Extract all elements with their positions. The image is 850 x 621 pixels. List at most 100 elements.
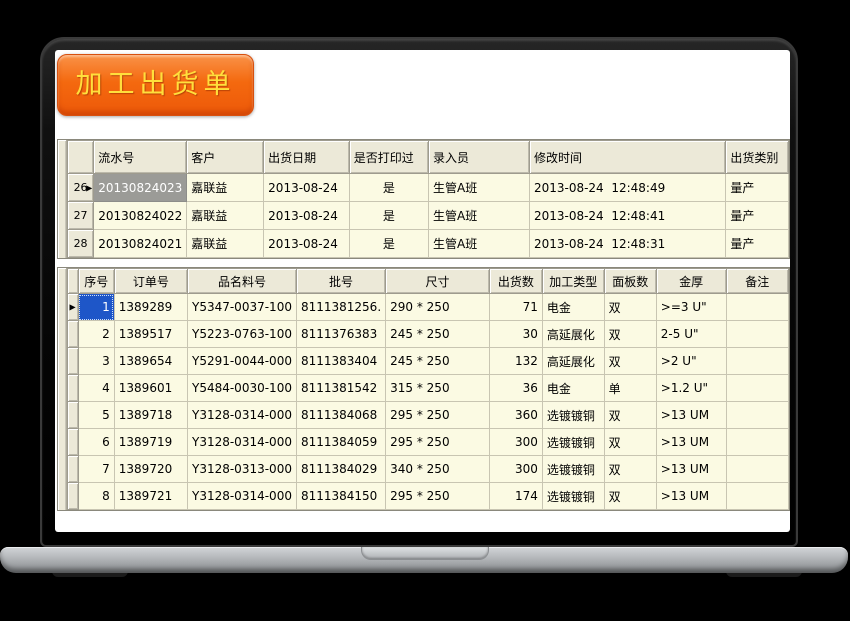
table-cell[interactable]: 8111381542 xyxy=(295,374,387,402)
table-cell[interactable]: 电金 xyxy=(541,293,605,321)
table-cell[interactable]: Y3128-0314-000 xyxy=(186,401,297,429)
table-cell[interactable]: Y3128-0314-000 xyxy=(186,482,297,510)
table-cell[interactable]: 8111384059 xyxy=(295,428,387,456)
table-cell[interactable]: Y3128-0314-000 xyxy=(186,428,297,456)
table-cell[interactable]: 315 * 250 xyxy=(385,374,490,402)
table-cell[interactable] xyxy=(725,401,790,429)
table-cell[interactable]: 嘉联益 xyxy=(186,173,265,202)
table-cell[interactable] xyxy=(725,347,790,375)
table-cell[interactable]: 8111383404 xyxy=(295,347,387,375)
table-cell[interactable]: 5 xyxy=(77,401,115,429)
row-header[interactable] xyxy=(66,428,79,456)
table-cell[interactable]: 高延展化 xyxy=(541,347,605,375)
table-cell[interactable]: 6 xyxy=(77,428,115,456)
table-cell[interactable]: 8111384029 xyxy=(295,455,387,483)
table-cell[interactable]: 4 xyxy=(77,374,115,402)
table-cell[interactable]: Y5291-0044-000 xyxy=(186,347,297,375)
table-cell[interactable]: 选镀镀铜 xyxy=(541,401,605,429)
table-cell[interactable]: 245 * 250 xyxy=(385,347,490,375)
table-cell[interactable]: 8111381256. xyxy=(295,293,387,321)
table-cell[interactable]: 双 xyxy=(603,482,657,510)
table-cell[interactable]: 高延展化 xyxy=(541,320,605,348)
table-cell[interactable]: 2 xyxy=(77,320,115,348)
table-cell[interactable]: >2 U" xyxy=(655,347,727,375)
table-cell[interactable]: 选镀镀铜 xyxy=(541,455,605,483)
table-cell[interactable]: 290 * 250 xyxy=(385,293,490,321)
table-cell[interactable]: 是 xyxy=(348,229,430,258)
table-cell[interactable]: 7 xyxy=(77,455,115,483)
table-cell[interactable]: 8111384068 xyxy=(295,401,387,429)
table-cell[interactable]: 嘉联益 xyxy=(186,229,265,258)
table-cell[interactable]: 2013-08-24 xyxy=(263,201,350,230)
table-cell[interactable]: Y5347-0037-100 xyxy=(186,293,297,321)
table-cell[interactable]: 295 * 250 xyxy=(385,428,490,456)
table-cell[interactable]: Y5223-0763-100 xyxy=(186,320,297,348)
table-cell[interactable]: Y3128-0313-000 xyxy=(186,455,297,483)
table-cell[interactable] xyxy=(725,428,790,456)
table-cell[interactable] xyxy=(725,320,790,348)
table-cell[interactable]: 1389601 xyxy=(113,374,188,402)
table-cell[interactable]: 双 xyxy=(603,320,657,348)
table-cell[interactable]: 132 xyxy=(488,347,543,375)
table-cell[interactable]: 1389289 xyxy=(113,293,188,321)
table-cell[interactable]: 8 xyxy=(77,482,115,510)
table-cell[interactable]: 单 xyxy=(603,374,657,402)
table-cell[interactable]: 生管A班 xyxy=(428,229,530,258)
table-cell[interactable]: 选镀镀铜 xyxy=(541,428,605,456)
table-cell[interactable]: >13 UM xyxy=(655,401,727,429)
table-cell[interactable]: 双 xyxy=(603,455,657,483)
row-header[interactable]: 27 xyxy=(66,201,95,230)
table-cell[interactable]: 量产 xyxy=(725,229,789,258)
table-cell[interactable]: 20130824022 xyxy=(93,201,188,230)
table-cell[interactable]: 300 xyxy=(488,428,543,456)
table-cell[interactable]: 30 xyxy=(488,320,543,348)
row-header[interactable] xyxy=(66,374,79,402)
table-cell[interactable]: 量产 xyxy=(725,173,789,202)
table-cell[interactable]: 8111376383 xyxy=(295,320,387,348)
row-header[interactable]: ▶ xyxy=(66,293,79,321)
table-cell[interactable]: >1.2 U" xyxy=(655,374,727,402)
table-cell[interactable]: 双 xyxy=(603,347,657,375)
table-cell[interactable]: 1389517 xyxy=(113,320,188,348)
row-header[interactable] xyxy=(66,401,79,429)
row-header[interactable]: 28 xyxy=(66,229,95,258)
table-cell[interactable]: 生管A班 xyxy=(428,201,530,230)
table-cell[interactable]: 295 * 250 xyxy=(385,401,490,429)
row-header[interactable]: 26 ▶ xyxy=(66,173,95,202)
table-cell[interactable] xyxy=(725,374,790,402)
table-cell[interactable]: 选镀镀铜 xyxy=(541,482,605,510)
table-cell[interactable]: 2013-08-24 12:48:41 xyxy=(528,201,727,230)
table-cell[interactable]: 3 xyxy=(77,347,115,375)
table-cell[interactable]: 360 xyxy=(488,401,543,429)
table-cell[interactable]: 8111384150 xyxy=(295,482,387,510)
table-cell[interactable]: >=3 U" xyxy=(655,293,727,321)
table-cell[interactable]: 245 * 250 xyxy=(385,320,490,348)
table-cell[interactable]: 是 xyxy=(348,173,430,202)
table-cell[interactable]: >13 UM xyxy=(655,482,727,510)
processing-shipment-order-button[interactable]: 加工出货单 xyxy=(57,54,254,116)
table-cell[interactable]: Y5484-0030-100 xyxy=(186,374,297,402)
table-cell[interactable]: 20130824021 xyxy=(93,229,188,258)
table-cell[interactable]: 2013-08-24 12:48:31 xyxy=(528,229,727,258)
table-cell[interactable]: 1389721 xyxy=(113,482,188,510)
table-cell[interactable]: 340 * 250 xyxy=(385,455,490,483)
row-header[interactable] xyxy=(66,347,79,375)
table-cell[interactable]: 1389720 xyxy=(113,455,188,483)
row-header[interactable] xyxy=(66,455,79,483)
table-cell[interactable]: 295 * 250 xyxy=(385,482,490,510)
table-cell[interactable]: 嘉联益 xyxy=(186,201,265,230)
table-cell[interactable] xyxy=(725,455,790,483)
table-cell[interactable]: 量产 xyxy=(725,201,789,230)
row-header[interactable] xyxy=(66,320,79,348)
table-cell[interactable]: 1 xyxy=(77,293,115,321)
table-cell[interactable]: 电金 xyxy=(541,374,605,402)
table-cell[interactable]: 1389719 xyxy=(113,428,188,456)
table-cell[interactable]: 双 xyxy=(603,428,657,456)
table-cell[interactable]: 20130824023 xyxy=(93,173,188,202)
table-cell[interactable]: 2013-08-24 12:48:49 xyxy=(528,173,727,202)
table-cell[interactable]: 174 xyxy=(488,482,543,510)
table-cell[interactable] xyxy=(725,482,790,510)
table-cell[interactable]: 双 xyxy=(603,293,657,321)
table-cell[interactable]: 是 xyxy=(348,201,430,230)
table-cell[interactable]: 2-5 U" xyxy=(655,320,727,348)
